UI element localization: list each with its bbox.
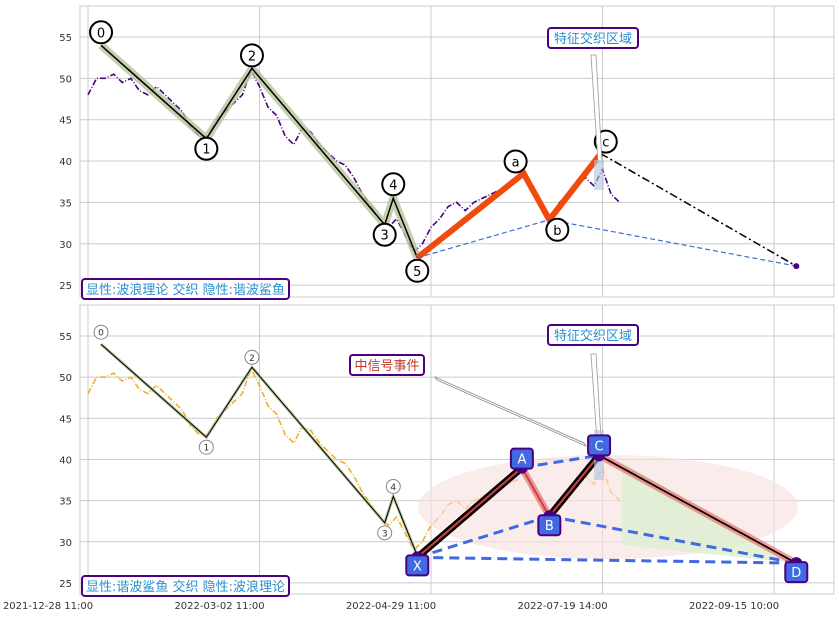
wave-point-marker [545, 217, 570, 242]
wave-point-label: b [553, 224, 561, 239]
harmonic-label-box [405, 554, 430, 577]
harmonic-label-box [509, 447, 534, 470]
wave-point-marker [198, 439, 214, 455]
wave-point-label: c [602, 136, 609, 151]
wave-point-marker [89, 20, 114, 45]
wave-point-marker [385, 478, 401, 494]
y-tick-label: 55 [59, 332, 72, 343]
feature-zone-annotation-box [547, 27, 639, 49]
harmonic-label-box [587, 434, 612, 457]
correction-wave-line [415, 151, 604, 261]
y-tick-label: 35 [59, 198, 72, 209]
projection-point [793, 263, 800, 270]
pattern-legend-label-box [81, 278, 290, 300]
wave-point-marker [381, 172, 406, 197]
y-tick-label: 45 [59, 116, 72, 127]
wave-point-label: 3 [381, 229, 389, 244]
y-tick-label: 45 [59, 414, 72, 425]
harmonic-dashed-xb [416, 514, 550, 559]
harmonic-leg-cd [598, 454, 797, 564]
wave-point-marker [377, 525, 393, 541]
projection-line [600, 152, 797, 267]
harmonic-point-label: X [413, 559, 422, 574]
impulse-wave-line [100, 44, 418, 259]
y-tick-label: 30 [59, 538, 72, 549]
x-tick-label: 2022-04-29 11:00 [346, 601, 436, 612]
x-tick-label: 2022-07-19 14:00 [517, 601, 607, 612]
y-tick-label: 25 [59, 579, 72, 590]
wave-point-label: 5 [413, 265, 421, 280]
signal-event-annotation: 中信号事件 [354, 359, 419, 374]
y-tick-label: 30 [59, 240, 72, 251]
feature-zone-annotation: 特征交织区域 [554, 31, 632, 47]
y-tick-label: 50 [59, 373, 72, 384]
harmonic-label-box [784, 561, 809, 584]
wave-point-label: 4 [389, 178, 397, 193]
signal-event-annotation-box [349, 354, 425, 376]
harmonic-point-label: D [791, 566, 801, 581]
wave-point-label: 2 [249, 354, 255, 364]
y-tick-label: 40 [59, 157, 72, 168]
price-series-line [87, 366, 621, 552]
y-tick-label: 55 [59, 33, 72, 44]
wave-point-marker [244, 349, 260, 365]
x-tick-label: 2021-12-28 11:00 [3, 601, 93, 612]
y-tick-label: 40 [59, 455, 72, 466]
x-tick-label: 2022-09-15 10:00 [689, 601, 779, 612]
harmonic-dashed-bd [549, 514, 797, 565]
harmonic-point-label: A [517, 453, 526, 468]
harmonic-point-label: B [545, 519, 554, 534]
harmonic-dashed-ac [521, 453, 600, 470]
wave-point-label: 2 [248, 49, 256, 64]
wave-point-marker [405, 258, 430, 283]
highlight-zone [594, 160, 604, 190]
pattern-legend-label: 显性:谐波鲨鱼 交织 隐性:波浪理论 [86, 579, 285, 595]
pattern-legend-label-box [81, 575, 290, 597]
wave-point-marker [194, 136, 219, 161]
y-tick-label: 35 [59, 497, 72, 508]
wave-point-marker [93, 324, 109, 340]
wave-point-marker [503, 149, 528, 174]
plot-area [79, 5, 835, 298]
wave-point-label: 1 [203, 444, 209, 454]
harmonic-label-box [537, 514, 562, 537]
dashed-guide-line [417, 219, 797, 267]
wave-point-label: 1 [202, 143, 210, 158]
pattern-legend-label: 显性:波浪理论 交织 隐性:谐波鲨鱼 [86, 282, 285, 298]
annotation-arrow [433, 376, 588, 447]
wave-point-label: 4 [390, 483, 396, 493]
wave-point-label: 3 [382, 529, 388, 539]
impulse-wave-line [100, 343, 418, 556]
wave-point-label: 0 [97, 26, 105, 41]
y-tick-label: 25 [59, 281, 72, 292]
feature-zone-annotation: 特征交织区域 [554, 328, 632, 344]
wave-point-marker [239, 43, 264, 68]
feature-zone-annotation-box [547, 324, 639, 346]
y-tick-label: 50 [59, 74, 72, 85]
wave-point-marker [372, 222, 397, 247]
x-tick-label: 2022-03-02 11:00 [174, 601, 264, 612]
wave-point-label: 0 [98, 329, 104, 339]
wave-point-label: a [512, 155, 520, 170]
harmonic-point-label: C [595, 439, 604, 454]
